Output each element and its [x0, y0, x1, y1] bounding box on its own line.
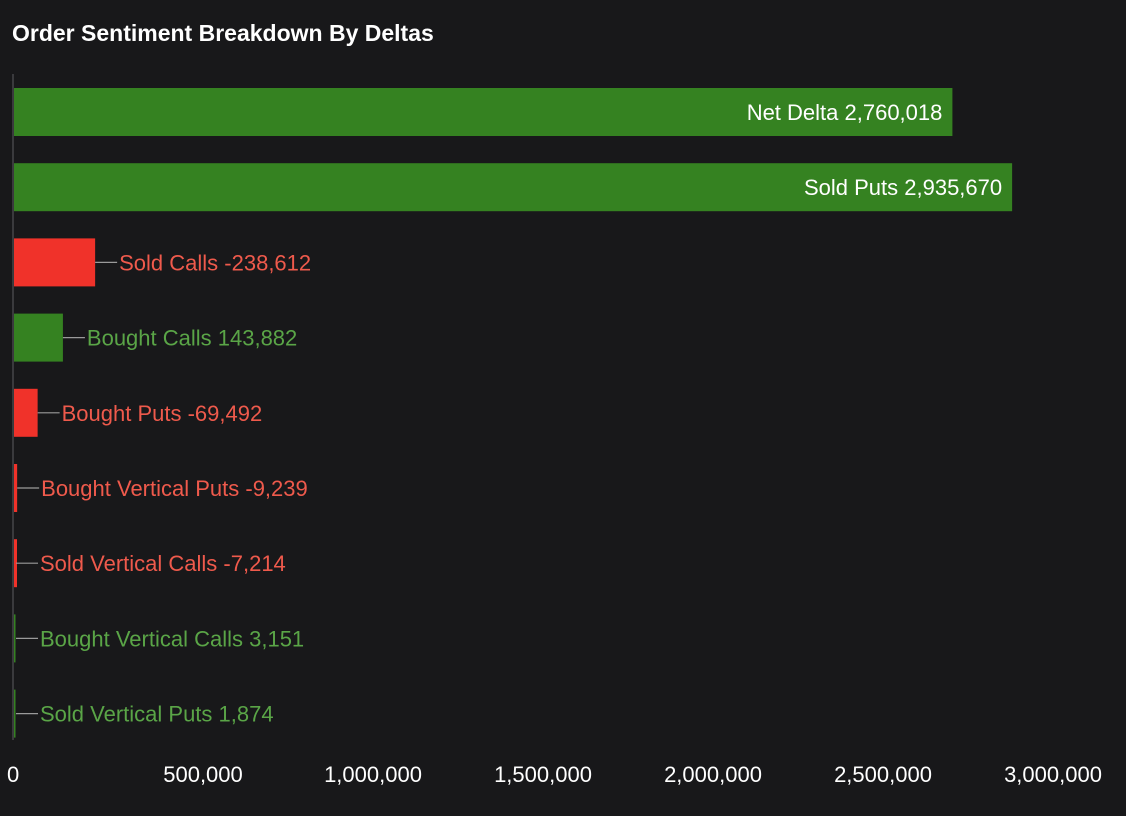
data-label: Bought Vertical Calls 3,151 — [40, 626, 304, 651]
data-label: Sold Calls -238,612 — [119, 250, 311, 275]
bar-sold-vertical-calls — [14, 539, 17, 588]
data-label: Bought Calls 143,882 — [87, 326, 297, 351]
data-label: Sold Vertical Calls -7,214 — [40, 551, 286, 576]
x-tick-label: 500,000 — [163, 762, 243, 787]
x-tick-label: 2,000,000 — [664, 762, 762, 787]
bar-bought-puts — [14, 388, 38, 437]
bar-sold-calls — [14, 238, 96, 287]
data-label: Bought Puts -69,492 — [62, 401, 263, 426]
x-tick-label: 0 — [7, 762, 19, 787]
x-tick-label: 1,000,000 — [324, 762, 422, 787]
bar-net-delta — [14, 88, 953, 136]
data-label: Sold Puts 2,935,670 — [804, 175, 1002, 200]
bar-bought-calls — [14, 313, 63, 362]
bar-bought-vertical-calls — [14, 614, 16, 663]
x-tick-label: 1,500,000 — [494, 762, 592, 787]
bar-sold-vertical-puts — [14, 689, 16, 738]
data-label: Net Delta 2,760,018 — [747, 100, 943, 125]
data-label: Sold Vertical Puts 1,874 — [40, 702, 274, 727]
bar-sold-puts — [14, 163, 1013, 212]
bar-bought-vertical-puts — [14, 464, 18, 512]
chart-title: Order Sentiment Breakdown By Deltas — [12, 20, 434, 46]
x-tick-label: 2,500,000 — [834, 762, 932, 787]
data-label: Bought Vertical Puts -9,239 — [41, 476, 308, 501]
x-tick-label: 3,000,000 — [1004, 762, 1102, 787]
